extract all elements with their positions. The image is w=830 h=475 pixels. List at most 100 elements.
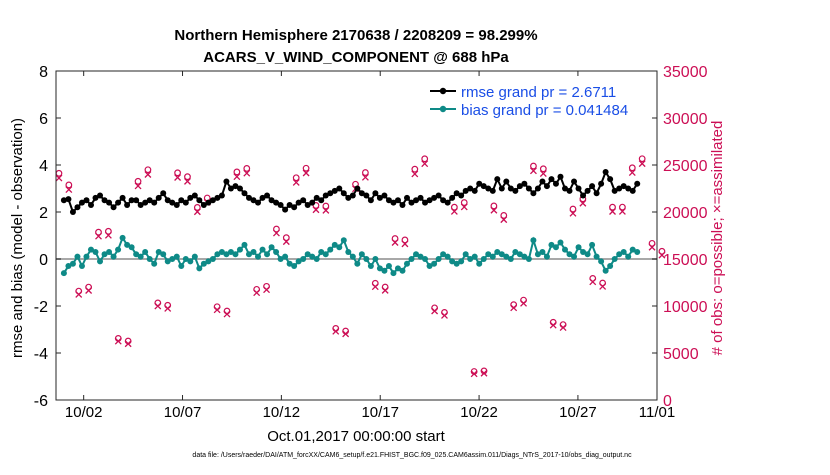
rmse-point	[223, 178, 230, 185]
obs-assimilated-marker	[272, 229, 280, 237]
bias-point	[431, 260, 438, 267]
chart-title: Northern Hemisphere 2170638 / 2208209 = …	[174, 27, 537, 44]
rmse-point	[503, 178, 510, 185]
rmse-point	[178, 197, 185, 204]
rmse-point	[169, 199, 176, 206]
rmse-point	[151, 199, 158, 206]
x-tick-label: 10/12	[263, 404, 301, 421]
bias-point	[598, 258, 605, 265]
obs-possible-marker	[569, 205, 577, 213]
obs-assimilated-marker	[253, 289, 261, 297]
bias-point	[602, 267, 609, 274]
obs-assimilated-marker	[371, 283, 379, 291]
bias-point	[462, 251, 469, 258]
right-axis: 0 5000 10000 15000 20000 25000 30000 35000	[652, 64, 708, 410]
bias-point	[83, 253, 90, 260]
obs-assimilated-marker	[124, 340, 132, 348]
rmse-point	[489, 187, 496, 194]
rmse-point	[273, 199, 280, 206]
right-tick-label: 0	[663, 393, 672, 410]
bias-point	[480, 256, 487, 262]
rmse-point	[115, 199, 122, 206]
obs-possible-marker	[638, 155, 646, 163]
bias-point	[381, 267, 388, 274]
rmse-point	[616, 185, 623, 192]
rmse-point	[507, 185, 514, 192]
rmse-point	[471, 187, 478, 194]
rmse-point	[413, 197, 420, 204]
obs-assimilated-marker	[114, 337, 122, 345]
obs-possible-marker	[282, 234, 290, 242]
rmse-point	[602, 169, 609, 176]
bias-point	[142, 248, 149, 255]
obs-assimilated-marker	[104, 231, 112, 239]
rmse-point	[340, 190, 347, 197]
obs-assimilated-marker	[55, 174, 63, 182]
obs-assimilated-marker	[431, 307, 439, 315]
obs-possible-marker	[460, 199, 468, 206]
rmse-point	[65, 196, 72, 203]
x-tick-label: 10/27	[559, 404, 597, 421]
bias-point	[92, 248, 99, 255]
bias-point	[580, 248, 587, 255]
rmse-point	[593, 190, 600, 197]
obs-assimilated-marker	[618, 207, 626, 215]
obs-assimilated-marker	[65, 186, 73, 193]
rmse-point	[291, 204, 298, 211]
left-tick-label: -6	[34, 393, 48, 410]
obs-possible-marker	[302, 164, 310, 172]
rmse-point	[322, 192, 329, 199]
obs-assimilated-marker	[470, 370, 478, 378]
obs-assimilated-marker	[95, 232, 102, 240]
rmse-point	[318, 197, 325, 204]
bias-point	[385, 263, 392, 270]
left-tick-label: 6	[39, 111, 48, 128]
bias-point	[259, 246, 266, 253]
obs-possible-marker	[421, 155, 429, 163]
x-tick-label: 10/22	[460, 404, 498, 421]
rmse-point	[69, 209, 76, 215]
rmse-point	[250, 197, 257, 204]
rmse-point	[575, 185, 582, 192]
obs-assimilated-marker	[549, 321, 557, 329]
rmse-point	[571, 178, 578, 185]
rmse-point	[232, 183, 239, 190]
right-tick-label: 35000	[663, 64, 708, 81]
bias-point	[169, 256, 176, 262]
left-tick-label: 0	[39, 252, 48, 269]
obs-assimilated-marker	[648, 243, 656, 251]
rmse-point	[512, 187, 519, 194]
rmse-point	[548, 176, 555, 183]
bias-point	[318, 248, 325, 255]
rmse-point	[277, 201, 284, 208]
bias-point	[232, 251, 239, 258]
obs-assimilated-marker	[243, 169, 251, 177]
bias-point	[616, 251, 623, 258]
bias-point	[178, 263, 185, 270]
rmse-point	[354, 185, 361, 192]
bias-point	[218, 248, 225, 255]
obs-possible-marker	[411, 165, 419, 173]
rmse-point	[236, 185, 243, 192]
obs-assimilated-marker	[421, 160, 429, 168]
obs-assimilated-marker	[391, 239, 399, 246]
bias-point	[65, 263, 72, 270]
right-tick-label: 25000	[663, 158, 708, 175]
obs-assimilated-marker	[450, 208, 458, 215]
obs-assimilated-marker	[184, 177, 191, 185]
rmse-point	[376, 194, 383, 201]
rmse-point	[403, 194, 410, 201]
rmse-point	[142, 199, 149, 206]
x-tick-label: 10/02	[65, 404, 103, 421]
obs-possible-marker	[450, 203, 458, 211]
bias-point	[214, 251, 221, 258]
rmse-point	[372, 190, 379, 197]
bias-point	[300, 256, 307, 262]
rmse-point	[255, 199, 262, 206]
bias-point	[453, 260, 460, 267]
bias-point	[562, 246, 569, 253]
bias-point	[449, 258, 456, 265]
rmse-point	[494, 176, 501, 183]
obs-assimilated-marker	[85, 287, 93, 294]
